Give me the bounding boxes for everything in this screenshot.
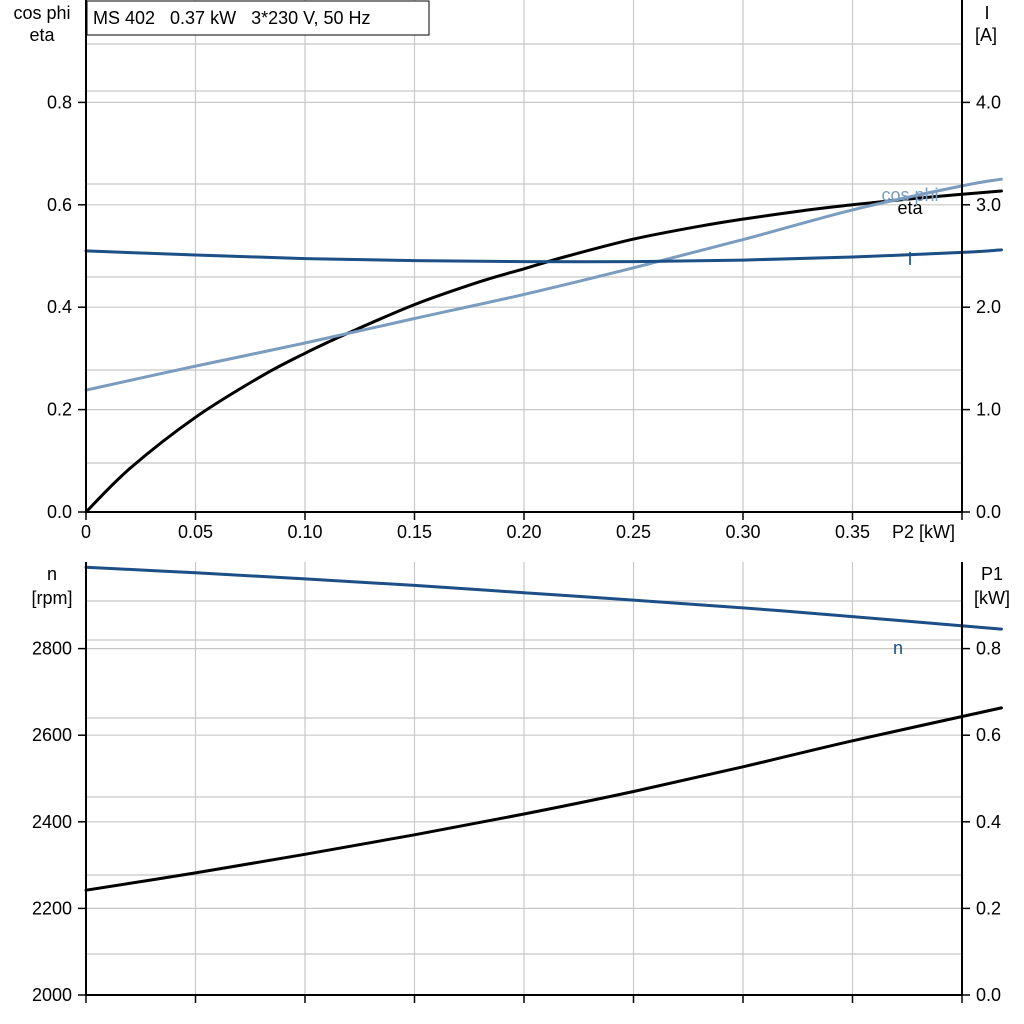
top-grid xyxy=(86,0,962,512)
left-y-tick-label-0-4: 0.4 xyxy=(47,297,72,317)
right-y-tick-label-1-0: 1.0 xyxy=(976,400,1001,420)
series-label-eta: eta xyxy=(897,198,923,218)
x-tick-label-0-05: 0.05 xyxy=(178,522,213,542)
left-y-tick-label-2000: 2000 xyxy=(32,985,72,1005)
top-ticks: 0.0 0.2 0.4 0.6 0.8 0.0 1.0 2.0 3.0 4.0 0 0.05 0.10 0… xyxy=(47,92,1001,542)
series-line-p1 xyxy=(84,706,1003,892)
top-left-axis-label-line1: cos phi xyxy=(13,3,70,23)
title-box: MS 402 0.37 kW 3*230 V, 50 Hz xyxy=(86,0,430,36)
right-y-tick-label-3-0: 3.0 xyxy=(976,195,1001,215)
left-y-tick-label-2600: 2600 xyxy=(32,725,72,745)
x-tick-label-0: 0 xyxy=(81,522,91,542)
series-line-cos-phi xyxy=(84,177,1003,392)
top-left-axis-label-line2: eta xyxy=(29,25,55,45)
x-tick-label-0-35: 0.35 xyxy=(835,522,870,542)
left-y-tick-label-2200: 2200 xyxy=(32,898,72,918)
bottom-grid xyxy=(86,562,962,995)
x-tick-label-0-30: 0.30 xyxy=(725,522,760,542)
right-y-tick-label-0-6: 0.6 xyxy=(976,725,1001,745)
right-y-tick-label-4-0: 4.0 xyxy=(976,92,1001,112)
left-y-tick-label-2400: 2400 xyxy=(32,812,72,832)
series-line-n xyxy=(84,565,1003,631)
right-y-tick-label-0-2: 0.2 xyxy=(976,898,1001,918)
x-tick-label-0-10: 0.10 xyxy=(287,522,322,542)
left-y-tick-label-0-2: 0.2 xyxy=(47,400,72,420)
left-y-tick-label-2800: 2800 xyxy=(32,639,72,659)
right-y-tick-label-0-8: 0.8 xyxy=(976,639,1001,659)
series-label-n: n xyxy=(893,638,903,658)
top-right-axis-label-line1: I xyxy=(984,3,989,23)
bottom-left-axis-label-line1: n xyxy=(47,564,57,584)
left-y-tick-label-0-8: 0.8 xyxy=(47,92,72,112)
top-x-axis-label: P2 [kW] xyxy=(892,522,955,542)
chart-title: MS 402 0.37 kW 3*230 V, 50 Hz xyxy=(93,8,371,28)
top-right-axis-label-line2: [A] xyxy=(975,25,997,45)
left-y-tick-label-0-0: 0.0 xyxy=(47,502,72,522)
title-box-frame xyxy=(86,0,430,36)
bottom-ticks: 2000 2200 2400 2600 2800 0.0 0.2 0.4 0.6 0.8 xyxy=(32,639,1001,1005)
x-tick-label-0-15: 0.15 xyxy=(397,522,432,542)
bottom-right-axis-label-line2: [kW] xyxy=(974,588,1010,608)
right-y-tick-label-0-4: 0.4 xyxy=(976,812,1001,832)
x-tick-label-0-20: 0.20 xyxy=(506,522,541,542)
series-label-i: I xyxy=(907,249,912,269)
right-y-tick-label-0-0: 0.0 xyxy=(976,985,1001,1005)
right-y-tick-label-2-0: 2.0 xyxy=(976,297,1001,317)
series-label-cos-phi: cos phi xyxy=(881,185,938,205)
bottom-left-axis-label-line2: [rpm] xyxy=(31,588,72,608)
bottom-right-axis-label-line1: P1 xyxy=(981,564,1003,584)
right-y-tick-label-0-0: 0.0 xyxy=(976,502,1001,522)
left-y-tick-label-0-6: 0.6 xyxy=(47,195,72,215)
series-line-eta xyxy=(84,189,1003,514)
x-tick-label-0-25: 0.25 xyxy=(616,522,651,542)
bottom-curves: n xyxy=(84,565,1003,892)
series-line-i xyxy=(84,248,1003,264)
